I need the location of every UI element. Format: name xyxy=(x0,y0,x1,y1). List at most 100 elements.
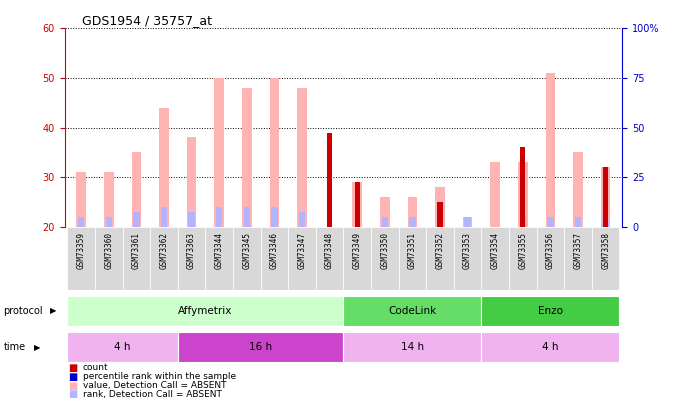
Bar xyxy=(381,217,388,227)
Bar xyxy=(481,296,619,326)
Bar xyxy=(299,212,305,227)
Text: protocol: protocol xyxy=(3,306,43,316)
Bar xyxy=(520,147,526,227)
Text: GSM73354: GSM73354 xyxy=(491,232,500,269)
Text: GSM73345: GSM73345 xyxy=(242,232,252,269)
Text: GSM73361: GSM73361 xyxy=(132,232,141,269)
Text: GSM73353: GSM73353 xyxy=(463,232,472,269)
Bar xyxy=(490,162,500,227)
Bar xyxy=(575,217,581,227)
Bar xyxy=(133,212,139,227)
Text: GSM73358: GSM73358 xyxy=(601,232,610,269)
Bar xyxy=(481,332,619,362)
Bar xyxy=(435,187,445,227)
Bar xyxy=(409,217,415,227)
Bar xyxy=(328,227,331,316)
Bar xyxy=(205,227,233,290)
Text: 4 h: 4 h xyxy=(114,342,131,352)
Bar xyxy=(520,217,526,227)
Text: GSM73362: GSM73362 xyxy=(160,232,169,269)
Text: ■: ■ xyxy=(68,372,78,382)
Bar xyxy=(150,227,177,290)
Text: 4 h: 4 h xyxy=(542,342,559,352)
Text: ■: ■ xyxy=(68,390,78,399)
Bar xyxy=(177,332,343,362)
Bar xyxy=(356,227,358,316)
Bar xyxy=(481,227,509,290)
Bar xyxy=(463,217,473,227)
Text: GSM73348: GSM73348 xyxy=(325,232,334,269)
Text: count: count xyxy=(83,363,109,372)
Text: 14 h: 14 h xyxy=(401,342,424,352)
Text: GSM73360: GSM73360 xyxy=(104,232,114,269)
Bar xyxy=(233,227,260,290)
Bar xyxy=(187,138,197,227)
Text: CodeLink: CodeLink xyxy=(388,306,437,316)
Text: Enzo: Enzo xyxy=(538,306,563,316)
Bar xyxy=(380,197,390,227)
Text: percentile rank within the sample: percentile rank within the sample xyxy=(83,372,236,381)
Bar xyxy=(177,227,205,290)
Bar xyxy=(216,207,222,227)
Bar xyxy=(509,227,537,290)
Text: GSM73350: GSM73350 xyxy=(380,232,390,269)
Text: GSM73359: GSM73359 xyxy=(77,232,86,269)
Bar xyxy=(592,227,619,290)
Bar xyxy=(573,152,583,227)
Bar xyxy=(426,227,454,290)
Text: GSM73356: GSM73356 xyxy=(546,232,555,269)
Text: GDS1954 / 35757_at: GDS1954 / 35757_at xyxy=(82,14,211,27)
Bar xyxy=(602,222,609,227)
Bar xyxy=(271,207,277,227)
Bar xyxy=(464,217,471,227)
Bar xyxy=(188,212,194,227)
Bar xyxy=(269,78,279,227)
Bar xyxy=(67,332,177,362)
Bar xyxy=(454,227,481,290)
Bar xyxy=(605,227,607,316)
Text: ■: ■ xyxy=(68,381,78,390)
Bar xyxy=(603,167,609,227)
Bar xyxy=(522,227,524,316)
Bar xyxy=(243,207,250,227)
Bar xyxy=(601,167,611,227)
Bar xyxy=(260,227,288,290)
Bar xyxy=(343,296,481,326)
Bar xyxy=(371,227,398,290)
Bar xyxy=(67,296,343,326)
Text: ■: ■ xyxy=(68,363,78,373)
Text: time: time xyxy=(3,342,26,352)
Bar xyxy=(78,217,84,227)
Bar xyxy=(105,217,112,227)
Bar xyxy=(327,132,333,227)
Bar xyxy=(352,182,362,227)
Bar xyxy=(104,172,114,227)
Bar xyxy=(316,227,343,290)
Bar xyxy=(159,108,169,227)
Bar xyxy=(437,202,443,227)
Text: GSM73355: GSM73355 xyxy=(518,232,527,269)
Text: ▶: ▶ xyxy=(50,306,56,315)
Text: 16 h: 16 h xyxy=(249,342,272,352)
Bar xyxy=(537,227,564,290)
Bar xyxy=(131,152,141,227)
Bar xyxy=(297,88,307,227)
Text: GSM73357: GSM73357 xyxy=(573,232,583,269)
Text: GSM73352: GSM73352 xyxy=(435,232,445,269)
Text: GSM73351: GSM73351 xyxy=(408,232,417,269)
Text: GSM73347: GSM73347 xyxy=(297,232,307,269)
Text: Affymetrix: Affymetrix xyxy=(178,306,233,316)
Text: GSM73344: GSM73344 xyxy=(215,232,224,269)
Text: value, Detection Call = ABSENT: value, Detection Call = ABSENT xyxy=(83,381,226,390)
Bar xyxy=(122,227,150,290)
Text: rank, Detection Call = ABSENT: rank, Detection Call = ABSENT xyxy=(83,390,222,399)
Bar xyxy=(354,182,360,227)
Text: GSM73346: GSM73346 xyxy=(270,232,279,269)
Bar xyxy=(398,227,426,290)
Bar xyxy=(214,78,224,227)
Bar xyxy=(161,207,167,227)
Bar xyxy=(439,227,441,311)
Bar xyxy=(76,172,86,227)
Bar xyxy=(407,197,418,227)
Bar xyxy=(343,332,481,362)
